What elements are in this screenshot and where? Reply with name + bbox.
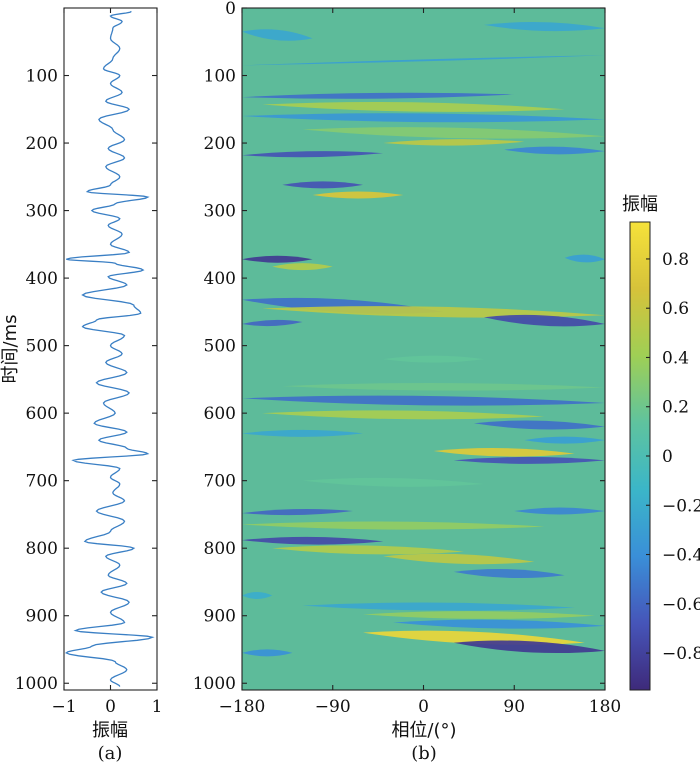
heatmap-band	[242, 429, 363, 437]
trace-y-tick-label: 400	[26, 269, 58, 289]
heatmap-band	[383, 553, 535, 565]
heatmap-band	[363, 611, 595, 619]
heatmap-band	[484, 22, 605, 32]
heatmap-band	[453, 640, 605, 654]
heatmap-y-tick-label: 200	[204, 134, 236, 154]
colorbar-tick-label: 0.6	[662, 299, 689, 319]
heatmap-band	[262, 306, 605, 318]
heatmap-band	[282, 382, 605, 391]
heatmap-band	[433, 448, 575, 457]
heatmap-panel: 0 100 200 300 400 500 600 700 800 900 1000 −180 −90 0…	[193, 0, 621, 764]
heatmap-x-tick-label: −90	[315, 697, 351, 717]
trace-y-tick-label: 500	[26, 337, 58, 357]
heatmap-y-tick-label: 300	[204, 202, 236, 222]
heatmap-bands	[242, 22, 605, 657]
colorbar-tick-label: 0.4	[662, 348, 689, 368]
trace-y-tick-label: 300	[26, 202, 58, 222]
colorbar-tick-label: 0	[662, 447, 673, 467]
trace-y-tick-label: 200	[26, 134, 58, 154]
heatmap-y-tick-label: 1000	[193, 674, 236, 694]
heatmap-y-tick-label: 400	[204, 269, 236, 289]
trace-x-tick-label: 1	[152, 697, 163, 717]
colorbar-tick-label: 0.8	[662, 250, 689, 270]
colorbar-tick-label: −0.8	[662, 644, 700, 664]
heatmap-band	[363, 630, 585, 645]
trace-x-tick-label: 0	[105, 697, 116, 717]
trace-y-tick-label: 1000	[15, 674, 58, 694]
heatmap-x-axis-title: 相位/(°)	[391, 720, 456, 741]
heatmap-y-tick-label: 600	[204, 404, 236, 424]
trace-x-axis-title: 振幅	[92, 720, 128, 741]
trace-y-tick-label: 700	[26, 472, 58, 492]
heatmap-band	[242, 255, 313, 263]
heatmap-x-tick-label: 90	[503, 697, 525, 717]
trace-x-tick-label: −1	[51, 697, 76, 717]
heatmap-band	[302, 477, 484, 487]
trace-plot-frame	[63, 7, 158, 691]
heatmap-band	[242, 395, 605, 406]
colorbar-tick-label: −0.4	[662, 546, 700, 566]
colorbar-tick-label: −0.2	[662, 496, 700, 516]
heatmap-band	[242, 113, 605, 123]
heatmap-band	[242, 151, 384, 158]
heatmap-y-tick-label: 900	[204, 607, 236, 627]
heatmap-band	[302, 602, 575, 611]
heatmap-band	[242, 591, 273, 599]
heatmap-y-tick-label: 800	[204, 539, 236, 559]
heatmap-band	[473, 420, 605, 430]
heatmap-band	[312, 191, 404, 199]
heatmap-y-tick-label: 100	[204, 67, 236, 87]
heatmap-band	[242, 55, 605, 66]
heatmap-band	[302, 127, 605, 139]
trace-axis-ticks: 100 200 300 400 500 600 700 800 900 1000 −1 0 1	[15, 8, 163, 717]
colorbar: 振幅 0.8 0.6 0.4 0.2 0 −0.2 −0.4 −0.6 −0.8	[622, 194, 700, 691]
heatmap-band	[242, 649, 293, 657]
heatmap-band	[393, 619, 605, 629]
heatmap-band	[383, 139, 525, 146]
heatmap-band	[514, 507, 605, 515]
heatmap-band	[484, 314, 605, 327]
heatmap-axis-ticks: 0 100 200 300 400 500 600 700 800 900 1000 −180 −90 0…	[193, 0, 621, 717]
heatmap-band	[524, 436, 605, 444]
heatmap-band	[272, 263, 333, 271]
heatmap-band	[564, 254, 605, 263]
trace-y-tick-label: 600	[26, 404, 58, 424]
colorbar-title: 振幅	[622, 194, 658, 215]
trace-panel: 100 200 300 400 500 600 700 800 900 1000 −1 0 1 时间/m…	[0, 7, 163, 764]
trace-y-axis-title: 时间/ms	[0, 315, 21, 384]
panel-a-label: (a)	[98, 743, 123, 764]
amplitude-trace-line	[64, 10, 155, 687]
heatmap-x-tick-label: −180	[219, 697, 266, 717]
heatmap-band	[242, 29, 313, 41]
heatmap-y-tick-label: 700	[204, 472, 236, 492]
heatmap-band	[242, 319, 303, 327]
heatmap-band	[242, 92, 515, 99]
heatmap-x-tick-label: 180	[589, 697, 621, 717]
heatmap-band	[383, 355, 484, 363]
panel-b-label: (b)	[411, 743, 437, 764]
heatmap-band	[272, 545, 464, 555]
heatmap-band	[242, 521, 545, 530]
colorbar-ticks: 0.8 0.6 0.4 0.2 0 −0.2 −0.4 −0.6 −0.8	[646, 250, 700, 664]
trace-y-tick-label: 900	[26, 607, 58, 627]
heatmap-band	[504, 146, 605, 155]
trace-y-tick-label: 100	[26, 67, 58, 87]
heatmap-band	[242, 536, 384, 545]
heatmap-x-tick-label: 0	[418, 697, 429, 717]
heatmap-band	[282, 181, 363, 189]
heatmap-y-tick-label: 0	[225, 0, 236, 19]
colorbar-tick-label: 0.2	[662, 398, 689, 418]
trace-y-tick-label: 800	[26, 539, 58, 559]
heatmap-band	[242, 508, 353, 516]
heatmap-band	[453, 456, 605, 464]
heatmap-band	[453, 569, 565, 579]
heatmap-y-tick-label: 500	[204, 337, 236, 357]
colorbar-tick-label: −0.6	[662, 595, 700, 615]
heatmap-band	[262, 101, 565, 112]
heatmap-band	[262, 410, 545, 420]
